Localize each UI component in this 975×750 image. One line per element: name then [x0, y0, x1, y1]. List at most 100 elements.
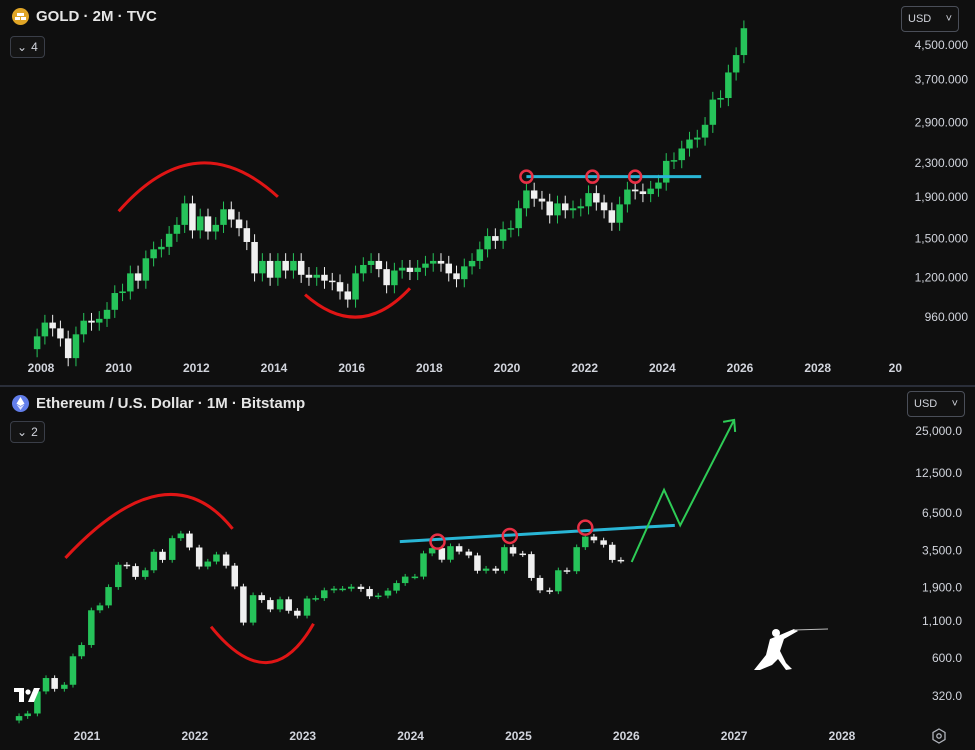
gold-candle — [569, 208, 577, 211]
gold-candle — [189, 203, 196, 231]
gold-indicator-count: 4 — [31, 40, 38, 54]
gold-candle — [64, 338, 72, 359]
eth-candle — [438, 548, 446, 560]
eth-candle — [519, 553, 526, 556]
eth-candle — [609, 544, 616, 560]
gold-candle — [49, 322, 56, 329]
gold-candle — [429, 260, 437, 264]
gold-candle — [360, 264, 367, 274]
gold-candle — [422, 263, 429, 268]
eth-chart-pane[interactable]: Ethereum / U.S. Dollar · 1M · Bitstamp ⌄… — [0, 387, 975, 750]
gold-candle — [57, 328, 64, 339]
eth-chart-layer: 25,000.0 12,500.0 6,500.0 3,500.0 1,900.0 1,1… — [15, 424, 962, 743]
gold-candle — [165, 233, 173, 247]
eth-candle — [563, 570, 571, 572]
tv-logo-dot — [25, 689, 31, 695]
eth-candle — [384, 590, 392, 596]
gold-candle — [344, 291, 352, 300]
gold-candle — [111, 293, 119, 310]
eth-candle — [285, 599, 292, 611]
gold-candle — [375, 260, 383, 270]
gold-candle — [562, 203, 569, 211]
eth-candle — [455, 546, 463, 552]
gold-touch-circle — [519, 169, 534, 184]
eth-y-tick-label: 1,900.0 — [922, 581, 962, 595]
eth-y-tick-label: 600.0 — [932, 651, 962, 665]
tv-logo-shape — [14, 688, 24, 702]
gold-x-tick-label: 2018 — [416, 361, 443, 375]
eth-candle — [267, 600, 274, 610]
gold-candle — [554, 203, 561, 216]
eth-candle — [105, 587, 112, 606]
gold-x-tick-label: 2020 — [494, 361, 521, 375]
eth-top-arc — [64, 492, 234, 559]
gold-candle — [701, 124, 709, 138]
eth-candle — [150, 551, 158, 571]
gold-chart-pane[interactable]: GOLD · 2M · TVC ⌄ 4 USD ˅ — [0, 0, 975, 385]
gold-candle — [686, 139, 693, 149]
eth-candle — [258, 595, 265, 601]
eth-x-tick-label: 2021 — [74, 729, 101, 743]
eth-currency-select[interactable]: USD ˅ — [907, 391, 965, 417]
gold-candle — [476, 249, 484, 261]
gold-candle — [484, 236, 491, 250]
eth-candle — [195, 547, 203, 567]
gold-candle — [41, 322, 49, 337]
gold-currency-value: USD — [908, 13, 932, 25]
gold-candle — [507, 228, 515, 230]
eth-candle — [536, 577, 544, 591]
gear-outline — [932, 728, 946, 744]
eth-candle — [474, 555, 481, 571]
settings-gear-icon[interactable] — [932, 728, 946, 744]
eth-indicators-collapse[interactable]: ⌄ 2 — [10, 421, 45, 443]
eth-candle — [69, 656, 77, 685]
eth-title-text: Ethereum / U.S. Dollar · 1M · Bitstamp — [36, 395, 306, 412]
gold-candle — [259, 260, 266, 274]
fencer-body-shape — [754, 629, 798, 670]
eth-candle — [393, 583, 400, 591]
pane-divider[interactable] — [0, 385, 975, 387]
gold-x-tick-label: 2014 — [261, 361, 288, 375]
gold-candle — [228, 209, 235, 220]
gold-candle — [717, 98, 724, 100]
gold-candle — [173, 224, 181, 234]
gold-chart-layer: 4,500.000 3,700.000 2,900.000 2,300.000 1,90… — [28, 20, 969, 375]
gold-y-tick-label: 960.000 — [925, 310, 969, 324]
eth-candle — [420, 553, 427, 577]
gold-candle — [352, 273, 359, 300]
eth-candle — [339, 588, 346, 591]
gold-candle — [127, 273, 134, 292]
gold-candle — [624, 189, 631, 205]
gold-touch-circle — [627, 169, 643, 184]
gold-candle — [33, 336, 41, 350]
eth-resistance-line — [399, 523, 675, 544]
eth-candle — [168, 538, 176, 560]
eth-candle — [321, 590, 328, 599]
gold-currency-select[interactable]: USD ˅ — [901, 6, 959, 32]
gold-candle — [585, 193, 592, 207]
gold-y-tick-label: 3,700.000 — [915, 72, 969, 86]
eth-candle — [546, 590, 553, 592]
gold-candle — [305, 274, 313, 278]
eth-candle — [15, 716, 23, 721]
eth-touch-circle — [501, 527, 519, 545]
gold-candle — [631, 189, 639, 192]
eth-candle — [492, 568, 500, 571]
gold-y-tick-label: 1,200.000 — [915, 271, 969, 285]
fencer-blade — [793, 628, 829, 631]
eth-bottom-arc — [209, 623, 315, 664]
gold-candle — [709, 99, 717, 125]
eth-projection-path — [630, 419, 736, 563]
eth-x-tick-label: 2027 — [721, 729, 748, 743]
eth-candle — [617, 559, 625, 562]
gold-candle — [414, 267, 421, 272]
gold-candle — [274, 260, 282, 278]
eth-candle — [366, 588, 373, 597]
gold-candle — [662, 160, 670, 183]
eth-candle — [51, 678, 58, 689]
gold-candle — [383, 269, 390, 286]
eth-candle — [249, 595, 257, 623]
gold-candle — [453, 273, 460, 280]
gold-indicators-collapse[interactable]: ⌄ 4 — [10, 36, 45, 58]
